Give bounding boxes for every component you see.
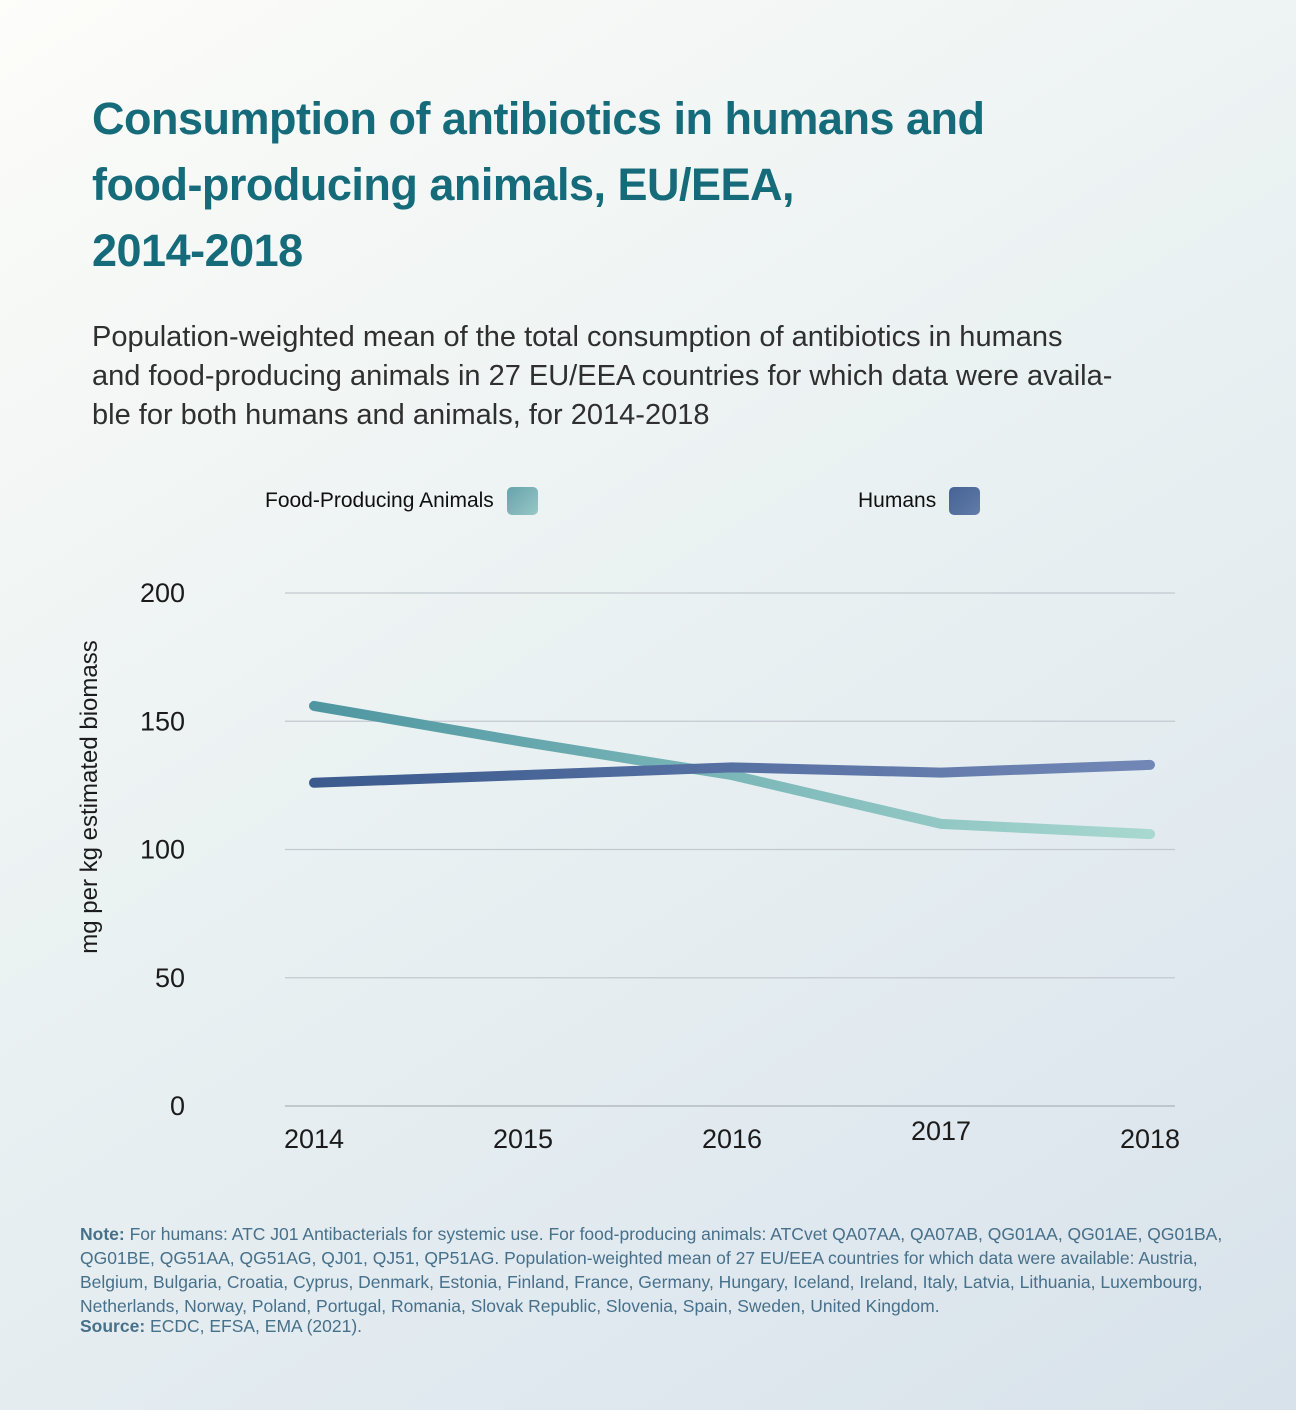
y-tick-label-200: 200 xyxy=(140,578,185,608)
y-axis-label: mg per kg estimated biomass xyxy=(76,640,103,953)
legend-item-food-producing-animals: Food-Producing Animals xyxy=(265,487,538,515)
page-title-line: food-producing animals, EU/EEA, xyxy=(92,159,795,210)
y-tick-label-50: 50 xyxy=(155,963,185,993)
y-tick-label-150: 150 xyxy=(140,706,185,736)
legend-swatch-animals xyxy=(506,487,538,515)
legend-label-animals: Food-Producing Animals xyxy=(265,489,494,512)
x-tick-label-2018: 2018 xyxy=(1120,1124,1180,1154)
subtitle-line: and food-producing animals in 27 EU/EEA … xyxy=(92,360,1113,392)
x-tick-label-2017: 2017 xyxy=(911,1116,971,1146)
source-text: ECDC, EFSA, EMA (2021). xyxy=(150,1316,363,1336)
legend-item-humans: Humans xyxy=(858,487,981,515)
x-tick-label-2015: 2015 xyxy=(493,1124,553,1154)
chart-source: Source: ECDC, EFSA, EMA (2021). xyxy=(80,1314,1225,1338)
page-title: Consumption of antibiotics in humans and… xyxy=(92,86,985,284)
chart-note: Note: For humans: ATC J01 Antibacterials… xyxy=(80,1222,1225,1318)
y-tick-label-0: 0 xyxy=(170,1091,185,1121)
note-label: Note: xyxy=(80,1224,125,1244)
page-title-line: 2014-2018 xyxy=(92,225,303,276)
x-tick-label-2016: 2016 xyxy=(702,1124,762,1154)
series-line-humans xyxy=(309,759,1155,788)
line-chart: 200 150 100 50 0 mg per kg estimated biomass 2… xyxy=(76,578,1180,1154)
subtitle: Population-weighted mean of the total co… xyxy=(92,318,1112,435)
page-title-line: Consumption of antibiotics in humans and xyxy=(92,93,985,144)
note-text: For humans: ATC J01 Antibacterials for s… xyxy=(80,1224,1223,1316)
subtitle-line: ble for both humans and animals, for 201… xyxy=(92,399,710,431)
subtitle-line: Population-weighted mean of the total co… xyxy=(92,321,1063,353)
y-tick-label-100: 100 xyxy=(140,835,185,865)
legend-label-humans: Humans xyxy=(858,489,937,512)
source-label: Source: xyxy=(80,1316,146,1336)
x-tick-label-2014: 2014 xyxy=(284,1124,344,1154)
series-line-animals xyxy=(309,700,1155,840)
legend-swatch-humans xyxy=(949,487,981,515)
